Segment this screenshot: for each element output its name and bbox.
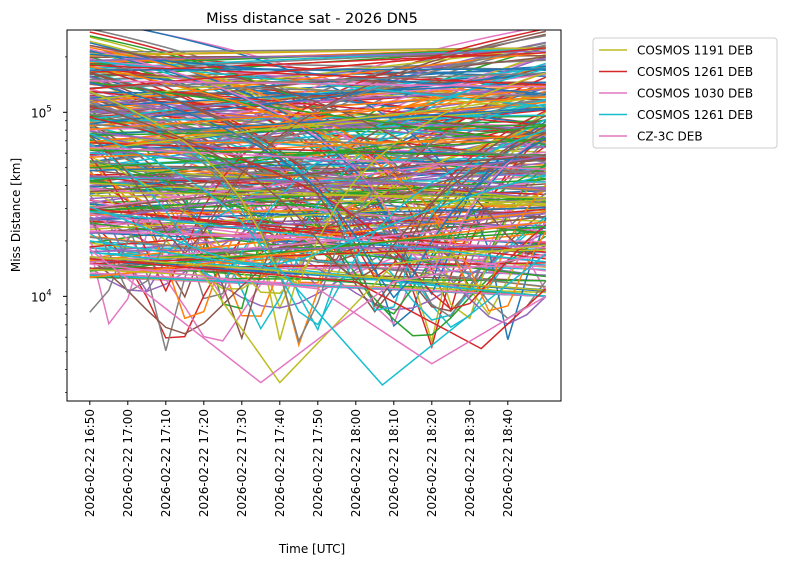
background-series-line [89, 244, 546, 265]
y-axis: 104 105 [31, 56, 67, 393]
background-series-line [89, 236, 546, 288]
background-series-line [89, 155, 546, 221]
background-series-line [89, 68, 546, 284]
background-series-line [89, 141, 546, 144]
chart-title: Miss distance sat - 2026 DN5 [206, 11, 418, 27]
legend: COSMOS 1191 DEB COSMOS 1261 DEB COSMOS 103… [592, 37, 778, 149]
background-series-line [89, 81, 547, 299]
background-series-line [89, 65, 547, 312]
background-series-line [89, 96, 546, 131]
background-series-line [89, 134, 546, 159]
y-axis-label: Miss Distance [km] [9, 158, 23, 272]
x-tick-label: 2026-02-22 17:00 [121, 409, 135, 517]
legend-label: COSMOS 1261 DEB [637, 108, 753, 122]
x-tick-label: 2026-02-22 18:40 [501, 409, 515, 517]
background-series-line [89, 72, 546, 89]
series-line [89, 263, 547, 365]
legend-label: COSMOS 1261 DEB [637, 65, 753, 79]
x-tick-label: 2026-02-22 18:00 [349, 409, 363, 517]
x-tick-label: 2026-02-22 17:50 [311, 409, 325, 517]
background-series-line [89, 95, 546, 151]
background-series-line [89, 123, 547, 295]
background-series-line [89, 207, 546, 260]
curves-layer [89, 30, 547, 387]
background-series-line [89, 50, 546, 62]
x-tick-label: 2026-02-22 18:20 [425, 409, 439, 517]
background-series-line [89, 53, 546, 95]
background-series-line [89, 265, 546, 272]
background-series-line [89, 146, 546, 171]
background-series-line [89, 47, 546, 56]
x-tick-label: 2026-02-22 18:10 [387, 409, 401, 517]
background-series-line [89, 91, 547, 344]
background-series-line [89, 104, 547, 320]
background-series-line [89, 88, 546, 113]
background-series-line [89, 104, 547, 281]
y-tick-label: 104 [31, 288, 52, 304]
legend-box [592, 37, 778, 149]
background-series-line [89, 80, 546, 88]
x-tick-label: 2026-02-22 17:30 [235, 409, 249, 517]
background-series-line [89, 154, 546, 335]
background-series-line [89, 154, 546, 193]
background-series-line [89, 59, 546, 98]
x-axis: 2026-02-22 16:50 2026-02-22 17:00 2026-02-… [83, 401, 515, 517]
background-series-line [89, 107, 546, 136]
legend-label: COSMOS 1191 DEB [637, 44, 753, 58]
background-series-line [89, 198, 546, 231]
background-series-line [89, 221, 546, 279]
background-series-line [89, 45, 546, 294]
background-series-line [89, 49, 547, 296]
background-series-line [89, 251, 546, 298]
background-series-line [89, 187, 546, 233]
background-series-line [89, 244, 546, 253]
background-series-line [89, 56, 546, 108]
series-line [89, 244, 546, 384]
background-series-line [89, 174, 546, 266]
background-series-line [89, 64, 546, 86]
background-series-line [89, 123, 546, 137]
background-series-line [89, 256, 546, 292]
series-line [89, 258, 547, 350]
background-series-line [89, 51, 546, 104]
background-series-line [89, 106, 547, 275]
background-series-line [89, 123, 546, 158]
x-tick-label: 2026-02-22 16:50 [83, 409, 97, 517]
x-tick-label: 2026-02-22 17:40 [273, 409, 287, 517]
background-series-line [89, 42, 547, 284]
background-series-line [89, 116, 547, 310]
background-series-line [89, 142, 546, 160]
background-series-line [89, 175, 546, 189]
plot-frame [66, 29, 562, 402]
background-series-line [91, 30, 547, 288]
x-tick-label: 2026-02-22 18:30 [463, 409, 477, 517]
background-series-line [89, 71, 547, 307]
y-tick-label: 105 [31, 104, 52, 120]
background-series-line [89, 221, 546, 263]
series-line [89, 248, 546, 384]
x-tick-label: 2026-02-22 17:20 [197, 409, 211, 517]
legend-label: CZ-3C DEB [637, 130, 703, 144]
x-tick-label: 2026-02-22 17:10 [159, 409, 173, 517]
legend-label: COSMOS 1030 DEB [637, 87, 753, 101]
series-line [89, 240, 547, 387]
background-series-line [89, 68, 546, 71]
background-series-line [89, 272, 546, 298]
background-series-line [89, 86, 546, 150]
background-series-line [89, 210, 546, 263]
x-axis-label: Time [UTC] [278, 542, 345, 556]
background-series-line [89, 30, 544, 293]
background-series-line [89, 211, 546, 235]
